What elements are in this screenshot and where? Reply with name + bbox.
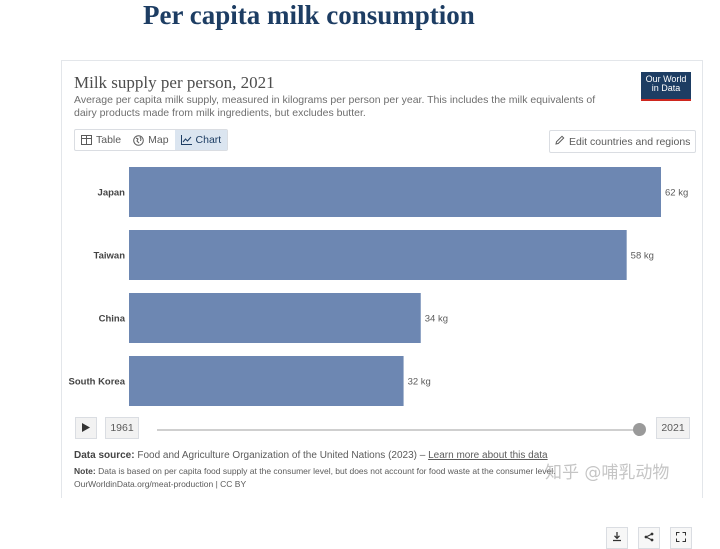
value-label: 58 kg <box>631 251 654 262</box>
chart-card: Milk supply per person, 2021 Average per… <box>61 60 703 549</box>
table-icon <box>81 135 92 145</box>
chart-note: Note: Data is based on per capita food s… <box>74 466 556 476</box>
bar-south-korea[interactable] <box>129 356 404 406</box>
timeline-start-year[interactable]: 1961 <box>105 417 139 439</box>
page-heading: Per capita milk consumption <box>143 0 475 30</box>
value-label: 34 kg <box>425 314 448 325</box>
timeline-slider[interactable] <box>157 429 642 431</box>
chart-title: Milk supply per person, 2021 <box>74 73 275 92</box>
source-url[interactable]: OurWorldinData.org/meat-production | CC … <box>74 479 247 489</box>
tab-chart-label: Chart <box>195 134 222 146</box>
play-button[interactable] <box>75 417 97 439</box>
logo-line1: Our World <box>645 74 687 84</box>
tab-map-label: Map <box>148 134 169 146</box>
source-text: Food and Agriculture Organization of the… <box>137 450 426 461</box>
tab-table-label: Table <box>96 134 122 146</box>
data-source: Data source: Food and Agriculture Organi… <box>74 450 548 461</box>
timeline-end-year[interactable]: 2021 <box>656 417 690 439</box>
share-icon <box>644 529 654 547</box>
learn-more-link[interactable]: Learn more about this data <box>428 450 548 461</box>
chart-subtitle: Average per capita milk supply, measured… <box>74 94 596 119</box>
watermark: 知乎 @哺乳动物 <box>545 463 670 483</box>
bar-taiwan[interactable] <box>129 230 627 280</box>
bar-chart: Japan 62 kg Taiwan 58 kg China 34 kg South Kor… <box>69 167 688 406</box>
value-label: 62 kg <box>665 188 688 199</box>
globe-icon <box>133 134 144 146</box>
source-label: Data source: <box>74 450 135 461</box>
play-icon <box>82 419 90 437</box>
timeline-handle[interactable] <box>633 423 646 436</box>
download-button[interactable] <box>606 527 628 549</box>
share-button[interactable] <box>638 527 660 549</box>
pencil-icon <box>555 135 565 148</box>
tab-table[interactable]: Table <box>75 130 127 150</box>
line-chart-icon <box>180 135 192 145</box>
category-label: China <box>99 314 126 325</box>
logo-line2: in Data <box>651 83 681 93</box>
edit-countries-button[interactable]: Edit countries and regions <box>549 130 697 153</box>
tab-map[interactable]: Map <box>127 130 174 150</box>
bar-japan[interactable] <box>129 167 661 217</box>
note-text: Data is based on per capita food supply … <box>98 466 556 476</box>
bar-china[interactable] <box>129 293 421 343</box>
category-label: Taiwan <box>94 251 126 262</box>
edit-countries-label: Edit countries and regions <box>569 135 691 148</box>
download-icon <box>612 529 622 547</box>
tab-chart[interactable]: Chart <box>174 130 228 150</box>
owid-logo[interactable]: Our World in Data <box>641 72 691 101</box>
category-label: Japan <box>98 188 126 199</box>
fullscreen-button[interactable] <box>670 527 692 549</box>
category-label: South Korea <box>69 377 126 388</box>
value-label: 32 kg <box>408 377 431 388</box>
expand-icon <box>676 529 686 547</box>
note-label: Note: <box>74 466 96 476</box>
view-tabs: Table Map Chart <box>74 129 229 151</box>
